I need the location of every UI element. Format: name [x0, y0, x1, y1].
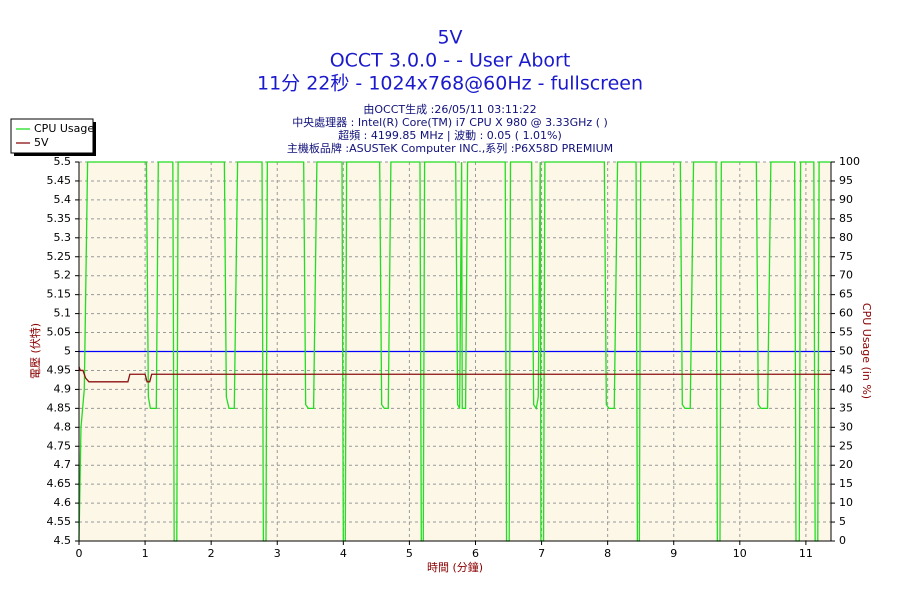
y2-tick-label: 75	[839, 250, 853, 263]
y-tick-label: 4.6	[54, 496, 72, 509]
y-tick-label: 4.8	[54, 420, 72, 433]
y2-tick-label: 55	[839, 326, 853, 339]
y2-tick-label: 60	[839, 307, 853, 320]
x-tick-label: 2	[208, 547, 215, 560]
x-tick-label: 7	[538, 547, 545, 560]
y-tick-label: 5.15	[47, 288, 72, 301]
x-tick-label: 1	[142, 547, 149, 560]
legend	[10, 118, 94, 154]
x-tick-label: 0	[76, 547, 83, 560]
y-tick-label: 4.55	[47, 515, 72, 528]
y2-tick-label: 50	[839, 345, 853, 358]
y2-tick-label: 0	[839, 534, 846, 547]
y-tick-label: 5.2	[54, 269, 72, 282]
y2-tick-label: 85	[839, 212, 853, 225]
x-tick-label: 6	[472, 547, 479, 560]
info-line: 主機板品牌 :ASUSTeK Computer INC.,系列 :P6X58D …	[287, 141, 613, 155]
y-tick-label: 4.5	[54, 534, 72, 547]
y-tick-label: 5.5	[54, 155, 72, 168]
y-tick-label: 5.35	[47, 212, 72, 225]
x-tick-label: 10	[733, 547, 747, 560]
y2-tick-label: 65	[839, 288, 853, 301]
info-line: 超頻 : 4199.85 MHz | 波動 : 0.05 ( 1.01%)	[338, 128, 562, 142]
y2-tick-label: 25	[839, 439, 853, 452]
series-line	[78, 366, 831, 383]
y2-tick-label: 45	[839, 363, 853, 376]
x-axis-label: 時間 (分鐘)	[427, 560, 483, 574]
x-tick-label: 11	[799, 547, 813, 560]
y2-tick-label: 30	[839, 420, 853, 433]
y2-tick-label: 80	[839, 231, 853, 244]
chart-subtitle: 11分 22秒 - 1024x768@60Hz - fullscreen	[257, 73, 643, 95]
chart-subtitle: OCCT 3.0.0 - - User Abort	[330, 50, 571, 72]
y2-tick-label: 35	[839, 401, 853, 414]
y2-tick-label: 20	[839, 458, 853, 471]
y-tick-label: 4.95	[47, 363, 72, 376]
y2-tick-label: 100	[839, 155, 860, 168]
y-tick-label: 4.7	[54, 458, 72, 471]
legend-label: CPU Usage	[34, 122, 94, 135]
legend-label: 5V	[34, 136, 49, 149]
y2-tick-label: 90	[839, 193, 853, 206]
y-tick-label: 4.65	[47, 477, 72, 490]
y2-tick-label: 70	[839, 269, 853, 282]
x-tick-label: 3	[274, 547, 281, 560]
y2-axis-label: CPU Usage (in %)	[860, 303, 873, 399]
y-tick-label: 5.1	[54, 307, 72, 320]
y-tick-label: 5.4	[54, 193, 72, 206]
y-tick-label: 5.3	[54, 231, 72, 244]
x-tick-label: 8	[604, 547, 611, 560]
y-tick-label: 5.45	[47, 174, 72, 187]
x-tick-label: 5	[406, 547, 413, 560]
y-tick-label: 5	[64, 345, 71, 358]
info-line: 中央處理器 : Intel(R) Core(TM) i7 CPU X 980 @…	[292, 115, 608, 129]
y2-tick-label: 95	[839, 174, 853, 187]
x-tick-label: 4	[340, 547, 347, 560]
y2-tick-label: 15	[839, 477, 853, 490]
x-tick-label: 9	[670, 547, 677, 560]
y2-tick-label: 5	[839, 515, 846, 528]
y-tick-label: 4.85	[47, 401, 72, 414]
y-tick-label: 5.05	[47, 326, 72, 339]
y-axis-label: 電壓 (伏特)	[28, 323, 42, 379]
chart-title: 5V	[437, 27, 462, 49]
y-tick-label: 5.25	[47, 250, 72, 263]
y2-tick-label: 10	[839, 496, 853, 509]
y2-tick-label: 40	[839, 382, 853, 395]
y-tick-label: 4.75	[47, 439, 72, 452]
y-tick-label: 4.9	[54, 382, 72, 395]
info-line: 由OCCT生成 :26/05/11 03:11:22	[363, 102, 536, 116]
